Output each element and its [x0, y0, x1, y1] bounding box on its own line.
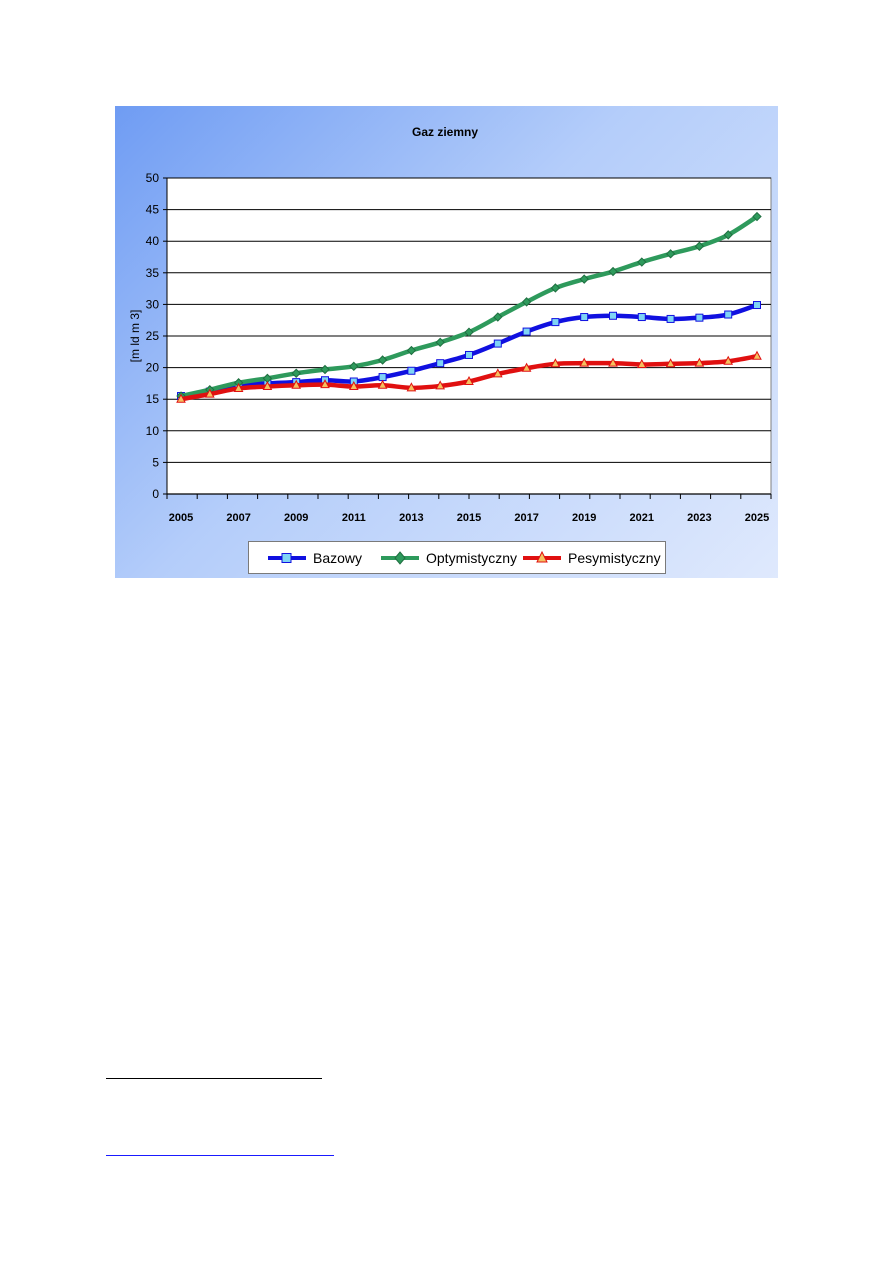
data-point-optymistyczny	[406, 345, 417, 356]
y-tick-label: 45	[146, 203, 160, 217]
y-tick-label: 35	[146, 266, 160, 280]
y-tick-label: 20	[146, 361, 160, 375]
data-point-bazowy	[724, 310, 733, 319]
data-point-optymistyczny	[349, 361, 359, 372]
data-point-pesymistyczny	[464, 375, 474, 386]
data-point-bazowy	[436, 359, 445, 368]
footnote-separator	[106, 1078, 322, 1079]
data-point-optymistyczny	[694, 241, 705, 251]
data-point-pesymistyczny	[579, 357, 590, 367]
data-point-pesymistyczny	[377, 379, 388, 389]
data-point-optymistyczny	[608, 266, 618, 277]
data-point-optymistyczny	[579, 274, 589, 284]
x-tick-label: 2009	[284, 512, 308, 524]
data-point-pesymistyczny	[233, 382, 244, 392]
data-point-bazowy	[522, 327, 531, 336]
y-tick-labels: 0 5 10 15 20 25 30 35 40 45 50	[146, 171, 160, 501]
data-point-optymistyczny	[320, 364, 330, 375]
data-point-pesymistyczny	[262, 380, 273, 391]
y-tick-label: 25	[146, 329, 160, 343]
data-point-pesymistyczny	[694, 357, 705, 367]
x-tick-label: 2019	[572, 512, 596, 524]
x-tick-label: 2017	[514, 512, 538, 524]
data-point-pesymistyczny	[752, 350, 762, 360]
y-axis-label: [m ld m 3]	[128, 310, 142, 363]
x-tick-label: 2011	[342, 512, 366, 524]
data-point-optymistyczny	[723, 230, 733, 240]
y-tick-label: 0	[152, 487, 159, 501]
data-point-pesymistyczny	[320, 379, 330, 389]
data-point-pesymistyczny	[348, 380, 359, 391]
data-point-optymistyczny	[435, 337, 445, 348]
data-point-pesymistyczny	[406, 382, 417, 392]
x-tick-label: 2023	[687, 512, 711, 524]
chart-panel: Gaz ziemny 0 5 10 15 20 25 30 35 40 45 50 2005 2007…	[115, 106, 778, 578]
x-tick-label: 2013	[399, 512, 423, 524]
data-point-bazowy	[551, 318, 560, 327]
data-point-optymistyczny	[291, 368, 301, 378]
y-tick-label: 15	[146, 392, 160, 406]
y-tick-label: 5	[152, 455, 159, 469]
data-point-pesymistyczny	[636, 358, 647, 368]
data-point-optymistyczny	[377, 355, 388, 365]
data-point-bazowy	[378, 373, 387, 382]
data-point-optymistyczny	[493, 312, 503, 322]
legend: Bazowy Optymistyczny Pesymistyczny	[248, 541, 666, 574]
chart-title: Gaz ziemny	[412, 125, 478, 139]
data-point-pesymistyczny	[492, 368, 503, 378]
data-point-bazowy	[753, 301, 761, 310]
data-point-optymistyczny	[521, 297, 532, 307]
data-point-bazowy	[407, 366, 416, 375]
data-point-bazowy	[666, 314, 675, 323]
legend-swatch-bazowy	[268, 553, 306, 563]
data-point-pesymistyczny	[204, 388, 215, 398]
data-point-pesymistyczny	[608, 357, 618, 367]
legend-label-bazowy: Bazowy	[313, 550, 363, 566]
data-point-pesymistyczny	[665, 358, 676, 368]
data-point-pesymistyczny	[723, 355, 734, 365]
data-point-pesymistyczny	[521, 362, 532, 372]
data-point-bazowy	[637, 313, 646, 322]
y-tick-label: 50	[146, 171, 160, 185]
data-point-bazowy	[493, 339, 502, 348]
data-point-optymistyczny	[550, 283, 561, 293]
y-tick-label: 10	[146, 424, 160, 438]
data-point-bazowy	[580, 313, 589, 322]
footnote-link[interactable]	[106, 1155, 334, 1156]
legend-label-pesymistyczny: Pesymistyczny	[568, 550, 661, 566]
data-point-bazowy	[609, 311, 617, 320]
data-point-pesymistyczny	[176, 393, 186, 403]
data-point-optymistyczny	[637, 257, 647, 267]
data-point-bazowy	[465, 350, 473, 359]
data-point-bazowy	[695, 313, 704, 322]
data-point-optymistyczny	[752, 211, 762, 222]
x-tick-labels: 2005 2007 2009 2011 2013 2015 2017 2019 2021 2023…	[169, 512, 769, 524]
data-point-optymistyczny	[464, 327, 474, 337]
data-point-pesymistyczny	[291, 379, 302, 389]
legend-swatch-optymistyczny	[381, 551, 419, 565]
axes	[166, 178, 772, 499]
data-point-pesymistyczny	[550, 358, 561, 368]
x-tick-label: 2021	[630, 512, 654, 524]
x-tick-label: 2015	[457, 512, 481, 524]
y-tick-label: 30	[146, 297, 160, 311]
y-tick-label: 40	[146, 234, 160, 248]
data-point-pesymistyczny	[435, 380, 446, 390]
legend-swatch-pesymistyczny	[523, 550, 561, 563]
x-tick-label: 2005	[169, 512, 193, 524]
legend-label-optymistyczny: Optymistyczny	[426, 550, 518, 566]
series	[176, 211, 762, 403]
x-tick-label: 2025	[745, 512, 769, 524]
data-point-optymistyczny	[665, 249, 676, 259]
x-tick-label: 2007	[226, 512, 250, 524]
